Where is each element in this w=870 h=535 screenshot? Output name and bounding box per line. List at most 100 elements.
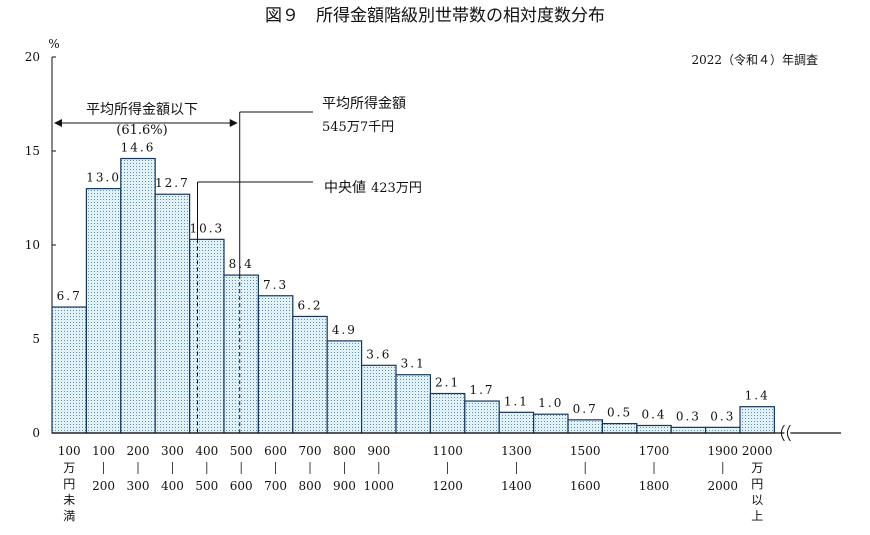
x-tick-label: 900 — [367, 444, 390, 458]
x-tick-label-char: 上 — [751, 509, 763, 523]
x-tick-label-char: 万 — [63, 461, 75, 475]
bar-value-label: 8.4 — [229, 257, 254, 271]
annotations: 平均所得金額以下 (61.6%) 平均所得金額 545万7千円 中央値 423万… — [54, 95, 422, 433]
x-tick-label: 700 — [299, 444, 322, 458]
x-tick-label: 200 — [92, 479, 115, 493]
x-tick-label: 1100 — [432, 444, 463, 458]
x-tick-label: 2000 — [742, 444, 773, 458]
bar — [704, 426, 741, 434]
bar-value-label: 1.4 — [745, 389, 770, 403]
bar-value-label: 13.0 — [86, 171, 121, 185]
x-tick-label: 1500 — [570, 444, 601, 458]
x-tick-label: 1200 — [432, 479, 463, 493]
bar-value-label: 0.3 — [676, 409, 701, 423]
x-tick-label: 300 — [127, 479, 150, 493]
bar-value-label: 6.7 — [57, 289, 82, 303]
bar — [532, 413, 569, 434]
x-tick-label: 2000 — [708, 479, 739, 493]
bar — [395, 374, 432, 434]
bar — [189, 238, 225, 434]
bar — [567, 419, 604, 434]
y-tick-label: 15 — [25, 144, 40, 158]
x-tick-label: 900 — [333, 479, 356, 493]
x-tick-label: 600 — [230, 479, 253, 493]
bar-value-label: 0.5 — [607, 406, 632, 420]
bars — [51, 157, 776, 434]
x-tick-label: 500 — [195, 479, 218, 493]
bar — [51, 306, 88, 434]
x-tick-label-char: 万 — [751, 461, 763, 475]
bar-value-label: 0.7 — [573, 402, 598, 416]
bar — [85, 188, 122, 434]
y-tick-label: 10 — [25, 238, 40, 252]
y-axis: 0 5 10 15 20 — [25, 50, 56, 440]
bar — [326, 340, 363, 434]
x-tick-label: 1900 — [708, 444, 739, 458]
x-tick-label-char: 満 — [63, 509, 75, 523]
chart-subtitle: 2022（令和４）年調査 — [691, 52, 818, 67]
bar — [292, 315, 328, 434]
bar-value-label: 2.1 — [435, 376, 460, 390]
bar-value-label: 3.6 — [366, 347, 391, 361]
x-tick-label: 1600 — [570, 479, 601, 493]
x-tick-label-char: 未 — [63, 493, 75, 507]
below-mean-percent: (61.6%) — [116, 123, 167, 138]
x-tick-label: 1800 — [639, 479, 670, 493]
bar — [361, 364, 397, 434]
bar-value-label: 6.2 — [297, 298, 322, 312]
x-tick-label: 400 — [161, 479, 184, 493]
median-value: 423万円 — [371, 181, 422, 196]
x-tick-label: 400 — [195, 444, 218, 458]
x-tick-label-char: 以 — [751, 493, 763, 507]
y-tick-label: 20 — [25, 50, 40, 64]
bar — [670, 426, 707, 434]
bar-value-label: 1.0 — [538, 396, 563, 410]
mean-value: 545万7千円 — [322, 120, 394, 135]
x-tick-label: 100 — [58, 444, 81, 458]
x-tick-label: 1000 — [364, 479, 395, 493]
median-label: 中央値 — [324, 180, 366, 196]
bar — [120, 157, 156, 434]
bar — [464, 400, 500, 434]
bar-value-label: 0.4 — [641, 407, 666, 421]
bar-value-label: 1.1 — [504, 394, 529, 408]
bar — [601, 423, 638, 434]
bar — [257, 295, 294, 434]
y-axis-unit: % — [48, 37, 59, 51]
x-tick-label-char: 円 — [751, 477, 763, 491]
arrow-right-icon — [229, 119, 238, 127]
x-tick-label: 500 — [230, 444, 253, 458]
axis-break-mark — [780, 424, 785, 442]
bar-value-label: 10.3 — [189, 221, 224, 235]
bar-value-label: 4.9 — [332, 323, 357, 337]
bar-value-label: 7.3 — [263, 278, 288, 292]
mean-label: 平均所得金額 — [322, 95, 406, 112]
bar-value-label: 12.7 — [155, 176, 190, 190]
x-tick-label-char: 円 — [63, 477, 75, 491]
below-mean-label: 平均所得金額以下 — [86, 101, 198, 118]
bar-value-label: 3.1 — [401, 357, 426, 371]
bar-value-label: 14.6 — [121, 141, 156, 155]
bar — [739, 406, 776, 434]
x-tick-label: 600 — [264, 444, 287, 458]
bar-value-label: 0.3 — [710, 409, 735, 423]
x-tick-label: 300 — [161, 444, 184, 458]
bar-value-label: 1.7 — [469, 383, 494, 397]
bar — [154, 193, 191, 434]
y-tick-label: 0 — [32, 426, 40, 440]
arrow-left-icon — [54, 119, 62, 127]
x-tick-label: 1400 — [501, 479, 532, 493]
bar — [498, 411, 535, 434]
x-tick-label: 700 — [264, 479, 287, 493]
bar — [636, 424, 672, 434]
x-tick-label: 800 — [299, 479, 322, 493]
chart-title: 図９ 所得金額階級別世帯数の相対度数分布 — [265, 6, 605, 26]
x-tick-label: 200 — [127, 444, 150, 458]
bar — [429, 392, 466, 434]
bar — [223, 274, 260, 434]
x-tick-label: 800 — [333, 444, 356, 458]
x-tick-label: 1300 — [501, 444, 532, 458]
y-tick-label: 5 — [32, 332, 40, 346]
